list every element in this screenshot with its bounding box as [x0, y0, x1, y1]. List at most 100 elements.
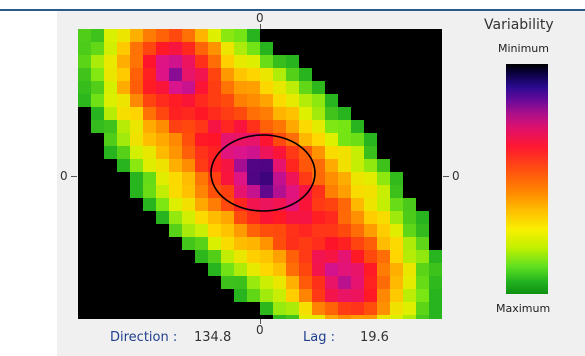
- variogram-cell: [299, 81, 312, 94]
- variogram-cell: [364, 263, 377, 276]
- variogram-cell: [169, 55, 182, 68]
- variogram-cell: [312, 198, 325, 211]
- variogram-cell: [234, 263, 247, 276]
- variogram-cell: [221, 185, 234, 198]
- variogram-cell: [273, 315, 286, 319]
- variogram-cell: [286, 172, 299, 185]
- variogram-cell: [91, 81, 104, 94]
- variogram-cell: [364, 250, 377, 263]
- variogram-cell: [130, 42, 143, 55]
- variogram-cell: [143, 198, 156, 211]
- variogram-cell: [351, 289, 364, 302]
- variogram-cell: [390, 276, 403, 289]
- variogram-cell: [130, 29, 143, 42]
- variogram-cell: [247, 172, 260, 185]
- variogram-cell: [221, 94, 234, 107]
- variogram-cell: [338, 315, 351, 319]
- variogram-cell: [299, 250, 312, 263]
- variogram-cell: [273, 55, 286, 68]
- variogram-cell: [156, 107, 169, 120]
- variogram-cell: [377, 250, 390, 263]
- variogram-cell: [182, 29, 195, 42]
- variogram-cell: [156, 29, 169, 42]
- variogram-cell: [117, 159, 130, 172]
- variogram-cell: [221, 198, 234, 211]
- variogram-cell: [286, 211, 299, 224]
- variogram-cell: [273, 185, 286, 198]
- variogram-cell: [364, 146, 377, 159]
- variogram-cell: [91, 42, 104, 55]
- variogram-cell: [403, 237, 416, 250]
- top-border-rule: [0, 9, 585, 11]
- variogram-cell: [130, 81, 143, 94]
- variogram-cell: [78, 81, 91, 94]
- variogram-cell: [169, 29, 182, 42]
- variogram-cell: [260, 276, 273, 289]
- variogram-cell: [104, 133, 117, 146]
- variogram-cell: [156, 81, 169, 94]
- variogram-cell: [143, 120, 156, 133]
- variogram-cell: [169, 185, 182, 198]
- variogram-cell: [182, 133, 195, 146]
- variogram-cell: [130, 120, 143, 133]
- variogram-cell: [299, 185, 312, 198]
- variogram-cell: [104, 55, 117, 68]
- variogram-cell: [299, 133, 312, 146]
- variogram-cell: [364, 198, 377, 211]
- variogram-map[interactable]: [78, 29, 442, 319]
- variogram-cell: [377, 302, 390, 315]
- variogram-cell: [338, 250, 351, 263]
- variogram-cell: [78, 94, 91, 107]
- variability-color-bar: [506, 64, 548, 294]
- selection-ellipse[interactable]: [210, 134, 316, 212]
- variogram-cell: [78, 55, 91, 68]
- variogram-cell: [325, 107, 338, 120]
- variogram-cell: [286, 315, 299, 319]
- variogram-cell: [325, 94, 338, 107]
- variogram-cell: [156, 198, 169, 211]
- variogram-cell: [247, 198, 260, 211]
- variogram-cell: [247, 289, 260, 302]
- variogram-cell: [221, 250, 234, 263]
- variogram-cell: [169, 146, 182, 159]
- direction-label: Direction :: [110, 330, 178, 345]
- variogram-cell: [390, 198, 403, 211]
- variogram-cell: [234, 237, 247, 250]
- variogram-cell: [156, 42, 169, 55]
- variogram-cell: [260, 211, 273, 224]
- variogram-cell: [299, 198, 312, 211]
- variogram-cell: [130, 172, 143, 185]
- variogram-cell: [377, 263, 390, 276]
- variogram-cell: [312, 263, 325, 276]
- variogram-cell: [273, 94, 286, 107]
- variogram-cell: [325, 198, 338, 211]
- variogram-cell: [234, 185, 247, 198]
- variogram-cell: [325, 159, 338, 172]
- variogram-cell: [208, 198, 221, 211]
- variogram-cell: [364, 315, 377, 319]
- variogram-cell: [377, 289, 390, 302]
- variogram-cell: [104, 120, 117, 133]
- variogram-cell: [78, 42, 91, 55]
- variogram-cell: [286, 224, 299, 237]
- variogram-cell: [364, 289, 377, 302]
- variogram-cell: [312, 224, 325, 237]
- variogram-cell: [104, 29, 117, 42]
- variogram-cell: [351, 146, 364, 159]
- top-axis-tick-label: 0: [256, 11, 264, 25]
- variogram-cell: [156, 172, 169, 185]
- variogram-cell: [143, 172, 156, 185]
- variogram-cell: [390, 237, 403, 250]
- variogram-cell: [221, 159, 234, 172]
- variogram-cell: [169, 107, 182, 120]
- variogram-cell: [260, 159, 273, 172]
- variogram-cell: [273, 276, 286, 289]
- variogram-cell: [260, 107, 273, 120]
- variogram-cell: [117, 29, 130, 42]
- variogram-cell: [247, 185, 260, 198]
- variogram-cell: [169, 224, 182, 237]
- variogram-cell: [195, 68, 208, 81]
- variogram-cell: [234, 94, 247, 107]
- direction-value: 134.8: [194, 330, 232, 345]
- variogram-cell: [195, 107, 208, 120]
